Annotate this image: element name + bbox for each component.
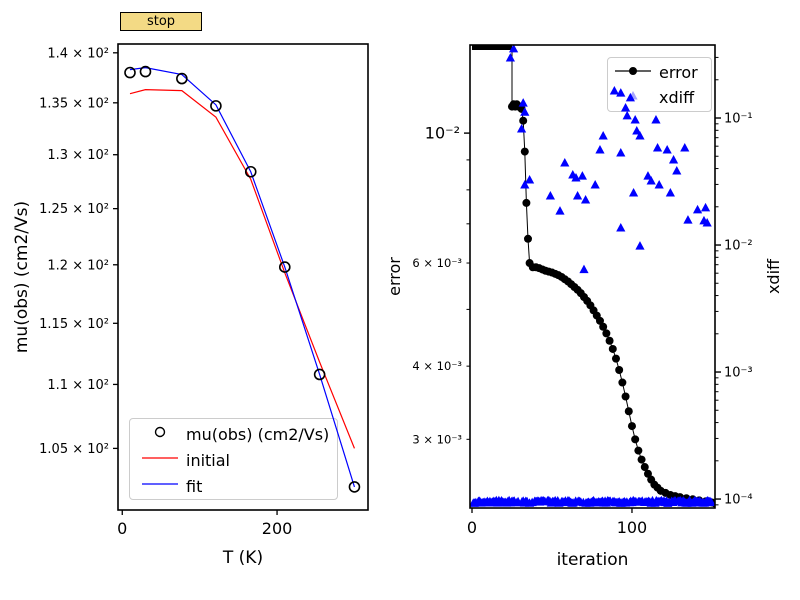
svg-text:1.15 × 10²: 1.15 × 10² [39, 317, 109, 332]
right-chart-xlabel: iteration [557, 550, 629, 570]
svg-text:1.3 × 10²: 1.3 × 10² [47, 148, 109, 163]
svg-text:6 × 10⁻³: 6 × 10⁻³ [412, 256, 462, 270]
svg-text:1.2 × 10²: 1.2 × 10² [47, 258, 109, 273]
svg-text:0: 0 [467, 518, 477, 537]
svg-text:0: 0 [117, 519, 127, 538]
svg-text:10⁻²: 10⁻² [724, 239, 753, 254]
xdiff-series [470, 45, 715, 507]
open-circle-marker-icon [138, 423, 182, 445]
right-chart-ylabel-left: error [385, 257, 404, 296]
svg-text:3 × 10⁻³: 3 × 10⁻³ [412, 432, 462, 446]
left-plot-legend: mu(obs) (cm2/Vs) initial fit [129, 418, 338, 500]
svg-text:200: 200 [262, 519, 293, 538]
error-series [471, 45, 715, 508]
legend-label-fit: fit [186, 476, 203, 496]
svg-text:1.1 × 10²: 1.1 × 10² [47, 378, 109, 393]
right-plot-legend: error xdiff [607, 57, 712, 112]
legend-label-initial: initial [186, 450, 230, 470]
svg-text:1.35 × 10²: 1.35 × 10² [39, 96, 109, 111]
right-chart-ylabel-right: xdiff [764, 258, 783, 294]
red-line-icon [138, 449, 182, 471]
right-chart-frame [469, 44, 716, 509]
right-chart-ticks: 10⁻² 6 × 10⁻³ 4 × 10⁻³ 3 × 10⁻³ 10⁻¹ 10⁻² 10⁻³… [412, 56, 753, 537]
blue-line-icon [138, 475, 182, 497]
svg-text:10⁻¹: 10⁻¹ [724, 112, 753, 127]
svg-text:10⁻²: 10⁻² [425, 124, 460, 143]
svg-text:10⁻⁴: 10⁻⁴ [724, 493, 753, 508]
left-chart-ylabel: mu(obs) (cm2/Vs) [12, 201, 32, 353]
svg-text:100: 100 [617, 518, 648, 537]
legend-label-mu-obs: mu(obs) (cm2/Vs) [186, 424, 330, 444]
left-chart-xlabel: T (K) [222, 548, 263, 568]
svg-text:4 × 10⁻³: 4 × 10⁻³ [412, 359, 462, 373]
legend-item-initial: initial [138, 447, 337, 473]
black-line-dot-marker-icon [615, 62, 651, 84]
legend-label-error: error [659, 63, 698, 82]
legend-item-xdiff: xdiff [615, 85, 711, 110]
svg-text:10⁻³: 10⁻³ [724, 366, 753, 381]
legend-item-error: error [615, 60, 711, 85]
legend-item-fit: fit [138, 473, 337, 499]
stop-button[interactable]: stop [120, 12, 202, 31]
legend-label-xdiff: xdiff [659, 88, 695, 107]
blue-triangle-marker-icon [615, 87, 651, 109]
svg-text:1.05 × 10²: 1.05 × 10² [39, 442, 109, 457]
legend-item-mu-obs: mu(obs) (cm2/Vs) [138, 421, 337, 447]
svg-text:1.4 × 10²: 1.4 × 10² [47, 46, 109, 61]
right-chart: 10⁻² 6 × 10⁻³ 4 × 10⁻³ 3 × 10⁻³ 10⁻¹ 10⁻² 10⁻³… [385, 44, 783, 570]
svg-text:1.25 × 10²: 1.25 × 10² [39, 202, 109, 217]
initial-line [129, 89, 356, 449]
